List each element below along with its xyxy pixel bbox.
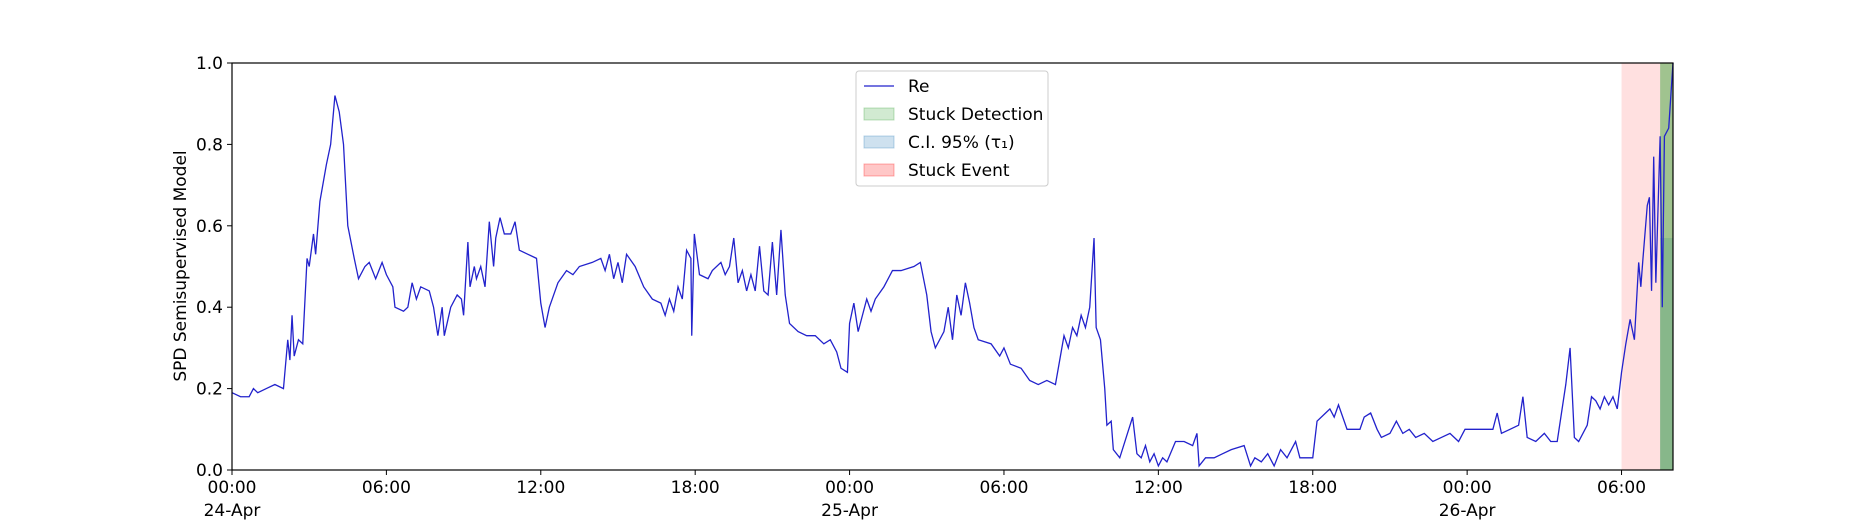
legend-label: C.I. 95% (τ₁) [908, 133, 1015, 153]
legend-label: Stuck Event [908, 161, 1010, 181]
legend-label: Re [908, 77, 930, 97]
x-tick-label: 00:00 [208, 478, 257, 498]
y-axis-label: SPD Semisupervised Model [171, 150, 191, 381]
x-tick-label: 00:00 [1443, 478, 1492, 498]
y-tick-label: 0.6 [196, 217, 223, 237]
line [231, 62, 1674, 468]
y-tick-label: 1.0 [196, 54, 223, 74]
span [1660, 238, 1673, 470]
legend-patch [863, 107, 895, 121]
x-tick-label: 00:00 [825, 478, 874, 498]
legend-box [855, 70, 1049, 187]
y-tick-label: 0.8 [196, 135, 223, 155]
legend-label: Stuck Detection [908, 105, 1043, 125]
x-tick-label: 12:00 [516, 478, 565, 498]
plot-frame [231, 62, 1674, 471]
x-tick-label: 18:00 [671, 478, 720, 498]
x-tick-label: 18:00 [1288, 478, 1337, 498]
span [1660, 63, 1673, 470]
y-tick-label: 0.4 [196, 298, 223, 318]
x-tick-label: 26-Apr [1439, 501, 1496, 521]
y-tick-label: 0.0 [196, 461, 223, 481]
x-tick-label: 06:00 [979, 478, 1028, 498]
x-tick-label: 06:00 [362, 478, 411, 498]
legend-patch [863, 135, 895, 149]
x-tick-label: 24-Apr [204, 501, 261, 521]
span [1621, 63, 1673, 470]
y-tick-label: 0.2 [196, 380, 223, 400]
x-tick-label: 12:00 [1134, 478, 1183, 498]
x-tick-label: 25-Apr [821, 501, 878, 521]
x-tick-label: 06:00 [1597, 478, 1646, 498]
legend: Re Stuck Detection C.I. 95% (τ₁) Stuck Even… [855, 70, 1049, 187]
legend-patch [863, 163, 895, 177]
